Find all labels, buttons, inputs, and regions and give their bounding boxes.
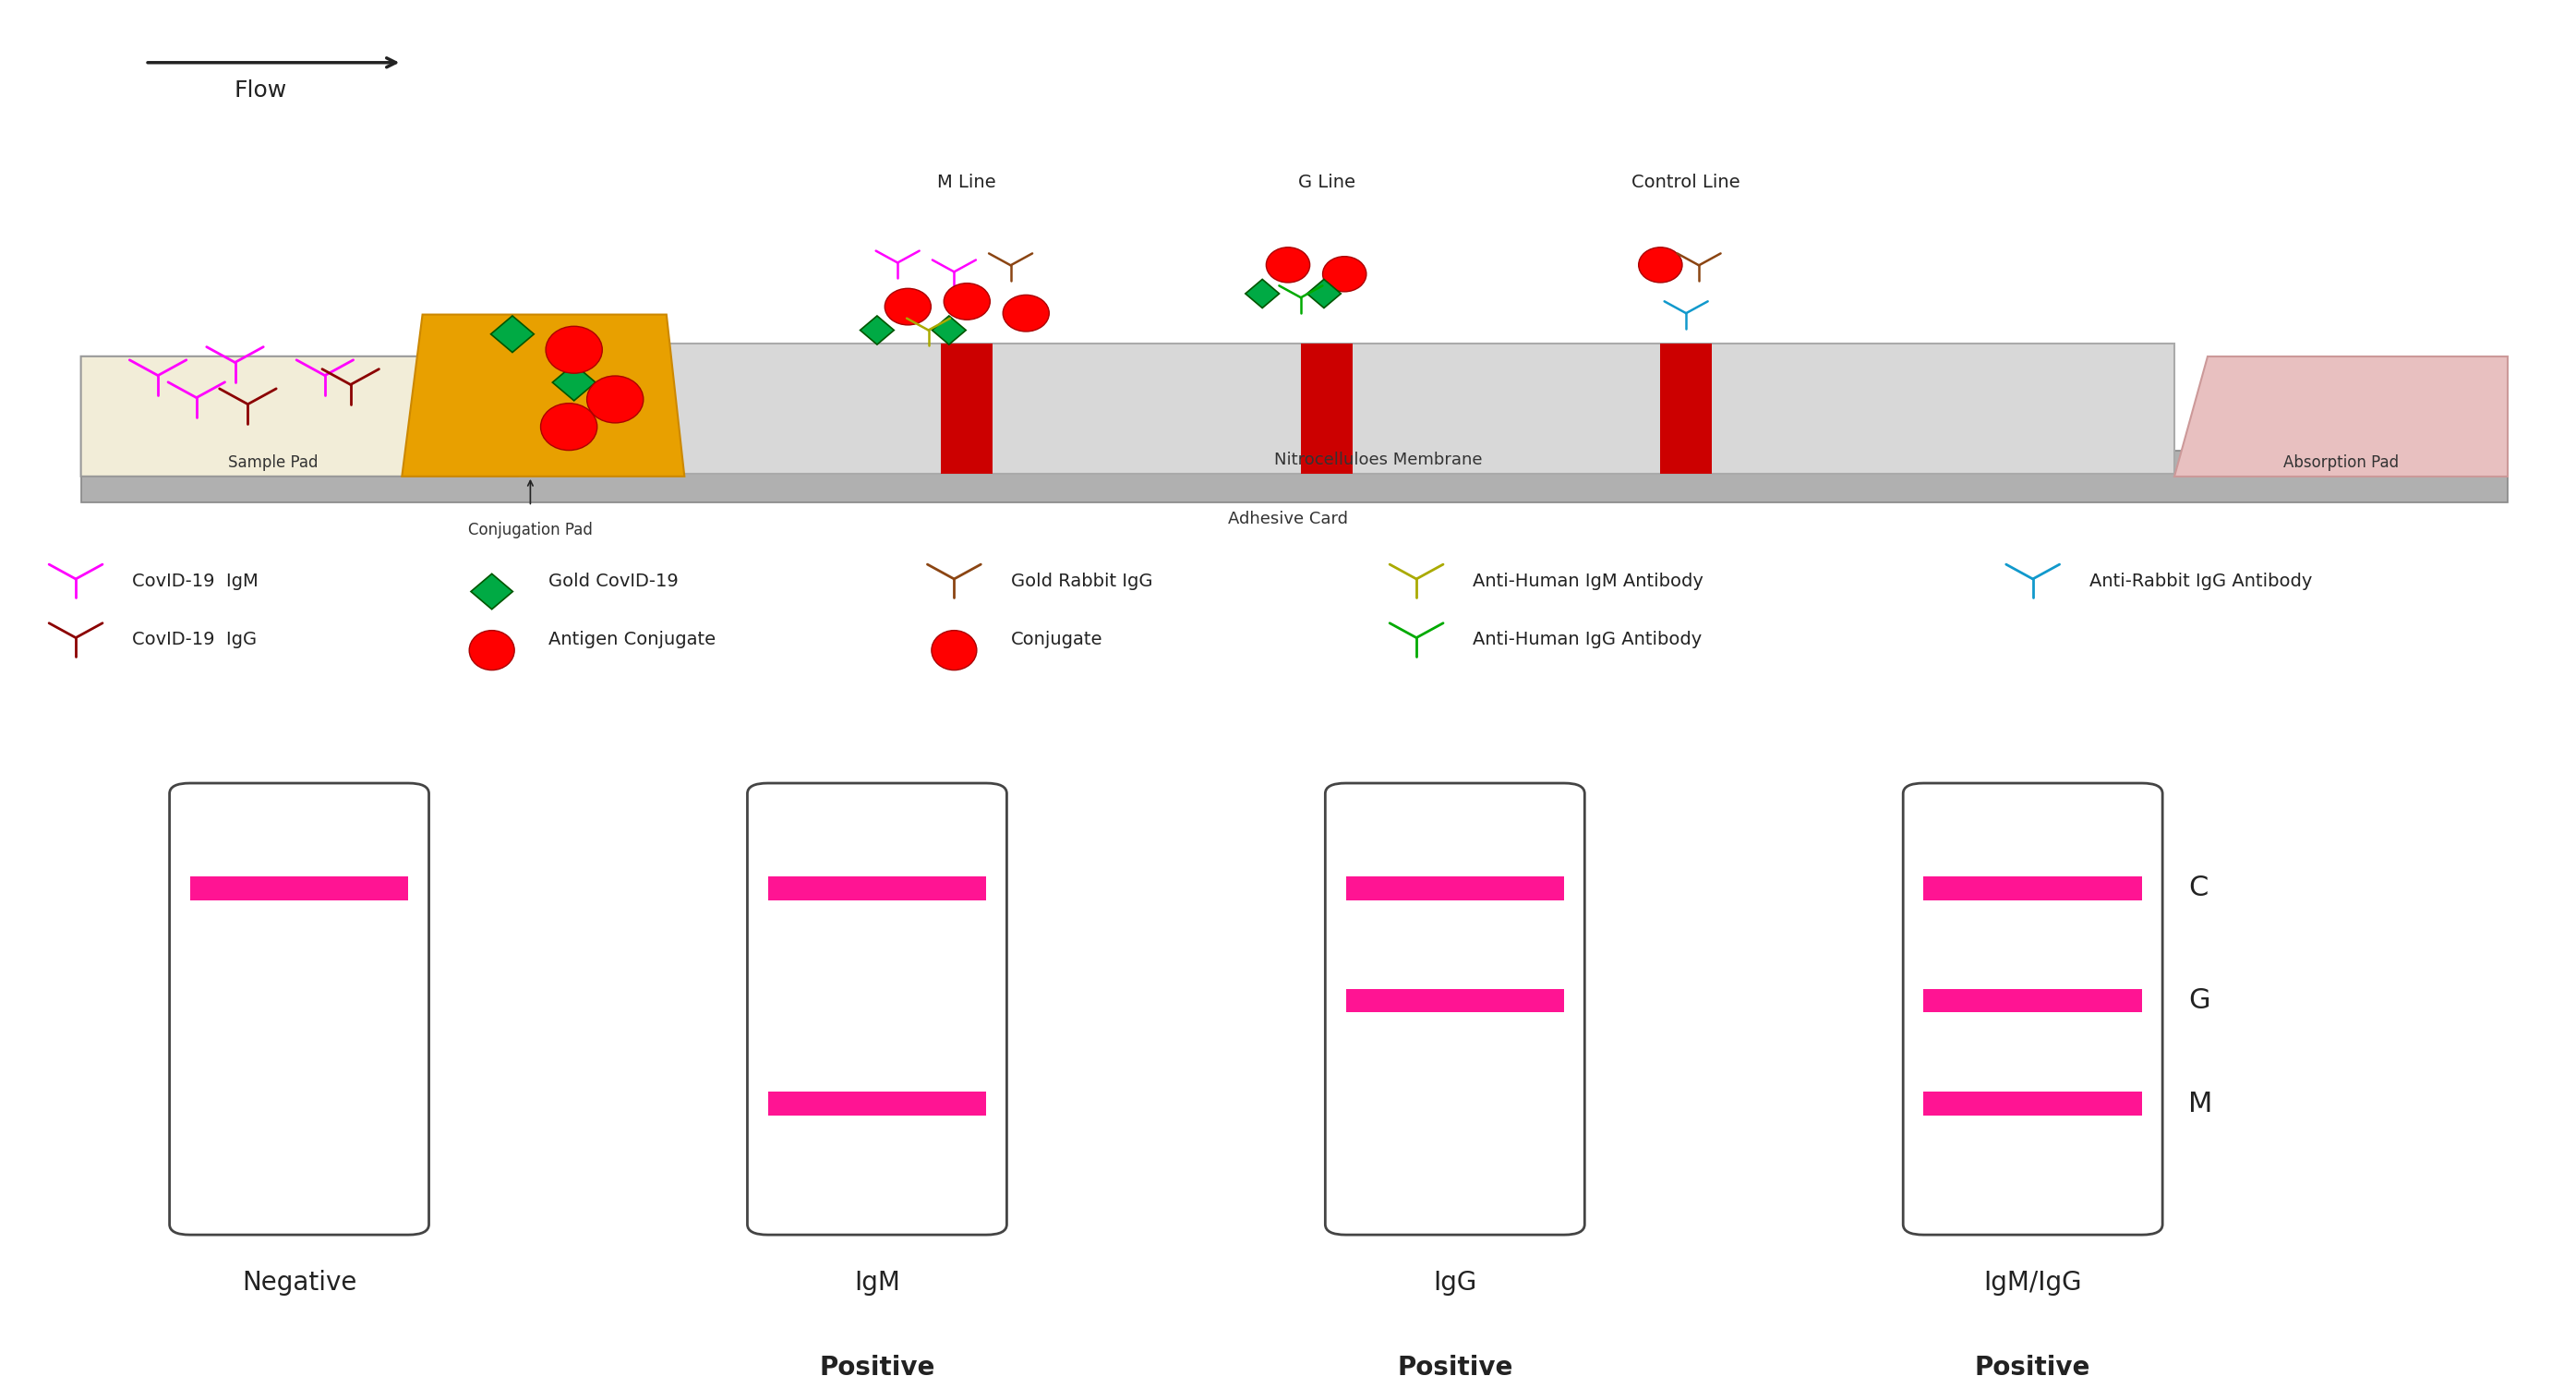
- Bar: [191, 877, 410, 900]
- Text: CovID-19  IgG: CovID-19 IgG: [131, 632, 258, 648]
- Polygon shape: [933, 316, 966, 344]
- FancyBboxPatch shape: [170, 783, 428, 1234]
- FancyBboxPatch shape: [1904, 783, 2161, 1234]
- Polygon shape: [80, 356, 518, 476]
- Text: M Line: M Line: [938, 173, 997, 191]
- Ellipse shape: [933, 630, 976, 670]
- Ellipse shape: [1002, 294, 1048, 332]
- Text: Positive: Positive: [1976, 1355, 2092, 1376]
- Ellipse shape: [943, 283, 989, 319]
- Bar: [608, 343, 2174, 473]
- Text: IgG: IgG: [1432, 1270, 1476, 1296]
- FancyBboxPatch shape: [1324, 783, 1584, 1234]
- Text: Conjugate: Conjugate: [1010, 632, 1103, 648]
- Text: IgM: IgM: [855, 1270, 899, 1296]
- Ellipse shape: [1321, 256, 1365, 292]
- Ellipse shape: [1638, 248, 1682, 282]
- Ellipse shape: [1267, 248, 1309, 282]
- Polygon shape: [551, 365, 595, 400]
- FancyBboxPatch shape: [747, 783, 1007, 1234]
- Text: G Line: G Line: [1298, 173, 1355, 191]
- Text: Adhesive Card: Adhesive Card: [1229, 510, 1347, 527]
- Bar: [1662, 343, 1713, 473]
- Text: Absorption Pad: Absorption Pad: [2282, 454, 2398, 471]
- Text: Antigen Conjugate: Antigen Conjugate: [549, 632, 716, 648]
- Text: CovID-19  IgM: CovID-19 IgM: [131, 572, 258, 590]
- Bar: [1924, 1093, 2143, 1116]
- Text: Negative: Negative: [242, 1270, 355, 1296]
- Ellipse shape: [587, 376, 644, 422]
- Bar: [80, 450, 2509, 502]
- Text: Anti-Human IgG Antibody: Anti-Human IgG Antibody: [1473, 632, 1703, 648]
- Polygon shape: [1244, 279, 1280, 308]
- Bar: [1345, 988, 1564, 1013]
- Polygon shape: [492, 316, 533, 352]
- Text: Sample Pad: Sample Pad: [229, 454, 319, 471]
- Bar: [940, 343, 992, 473]
- Bar: [1924, 877, 2143, 900]
- Text: C: C: [2187, 875, 2208, 901]
- Text: IgM/IgG: IgM/IgG: [1984, 1270, 2081, 1296]
- Polygon shape: [471, 574, 513, 610]
- Text: M: M: [2187, 1090, 2213, 1117]
- Bar: [1301, 343, 1352, 473]
- Text: Gold CovID-19: Gold CovID-19: [549, 572, 677, 590]
- Text: Nitrocelluloes Membrane: Nitrocelluloes Membrane: [1273, 451, 1481, 469]
- Text: Conjugation Pad: Conjugation Pad: [469, 522, 592, 538]
- Text: Anti-Human IgM Antibody: Anti-Human IgM Antibody: [1473, 572, 1703, 590]
- Ellipse shape: [546, 326, 603, 373]
- Ellipse shape: [541, 403, 598, 450]
- Polygon shape: [1306, 279, 1342, 308]
- Text: G: G: [2187, 987, 2210, 1014]
- Bar: [1924, 988, 2143, 1013]
- Bar: [768, 877, 987, 900]
- Text: Control Line: Control Line: [1631, 173, 1741, 191]
- Text: Anti-Rabbit IgG Antibody: Anti-Rabbit IgG Antibody: [2089, 572, 2313, 590]
- Text: Positive: Positive: [1396, 1355, 1512, 1376]
- Text: Positive: Positive: [819, 1355, 935, 1376]
- Bar: [768, 1093, 987, 1116]
- Text: Flow: Flow: [234, 80, 286, 102]
- Bar: [1345, 877, 1564, 900]
- Text: Gold Rabbit IgG: Gold Rabbit IgG: [1010, 572, 1151, 590]
- Polygon shape: [860, 316, 894, 344]
- Ellipse shape: [884, 289, 930, 325]
- Polygon shape: [402, 315, 685, 476]
- Polygon shape: [2174, 356, 2509, 476]
- Ellipse shape: [469, 630, 515, 670]
